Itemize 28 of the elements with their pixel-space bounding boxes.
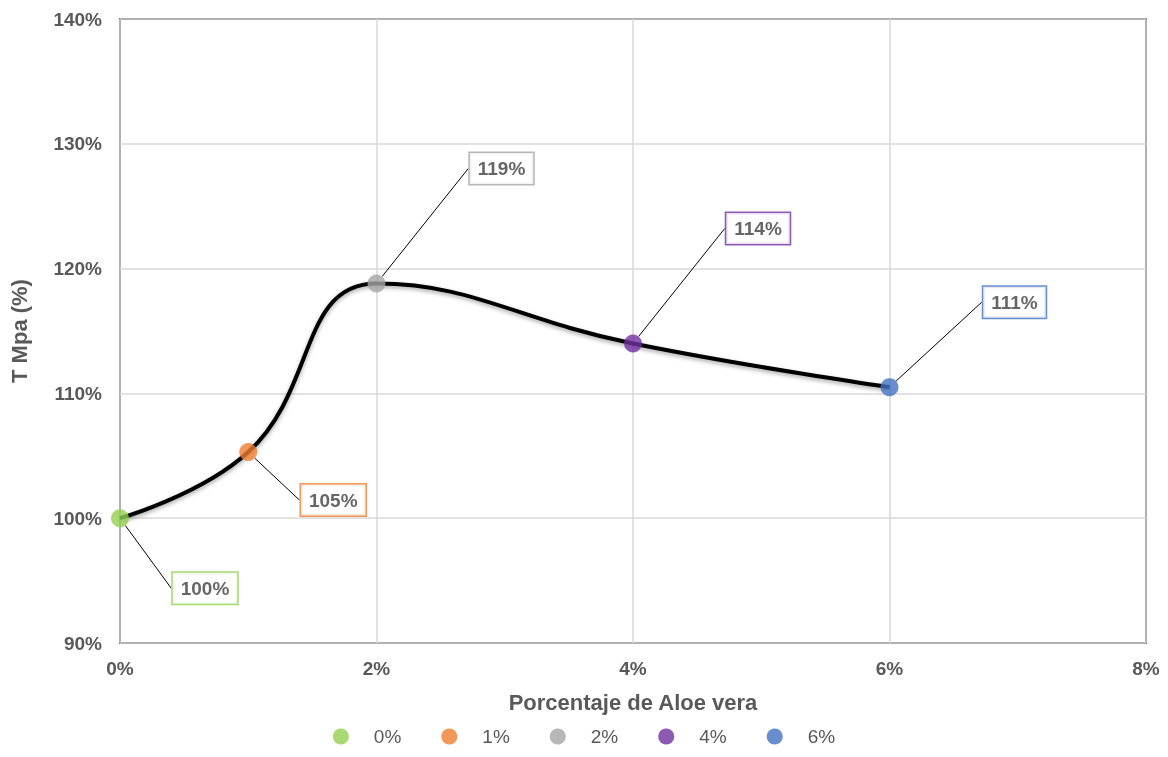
y-axis-title: T Mpa (%) [6, 279, 32, 383]
y-tick-label: 140% [53, 8, 103, 30]
point [111, 509, 129, 528]
x-tick-label: 0% [106, 658, 134, 679]
x-tick-label: 2% [362, 658, 391, 679]
legend-label: 0% [373, 726, 402, 747]
data-label: 114% [734, 217, 782, 239]
y-tick-label: 100% [53, 507, 103, 529]
legend-label: 6% [807, 726, 836, 747]
data-label: 100% [180, 577, 230, 599]
point [880, 378, 899, 397]
point [239, 443, 258, 462]
legend-label: 1% [482, 726, 510, 747]
data-label: 105% [308, 489, 358, 511]
y-tick-label: 90% [63, 632, 103, 654]
data-label: 111% [991, 291, 1038, 313]
x-axis-title: Porcentaje de Aloe vera [508, 689, 759, 715]
y-tick-label: 110% [54, 382, 103, 404]
y-tick-label: 130% [53, 133, 103, 155]
point [624, 334, 642, 353]
legend-label: 2% [590, 726, 619, 747]
data-label: 119% [477, 158, 526, 180]
point [367, 274, 386, 293]
x-tick-label: 4% [619, 658, 647, 679]
y-tick-label: 120% [53, 258, 103, 280]
x-tick-label: 8% [1132, 658, 1160, 679]
legend-label: 4% [699, 726, 727, 747]
x-tick-label: 6% [875, 658, 904, 679]
